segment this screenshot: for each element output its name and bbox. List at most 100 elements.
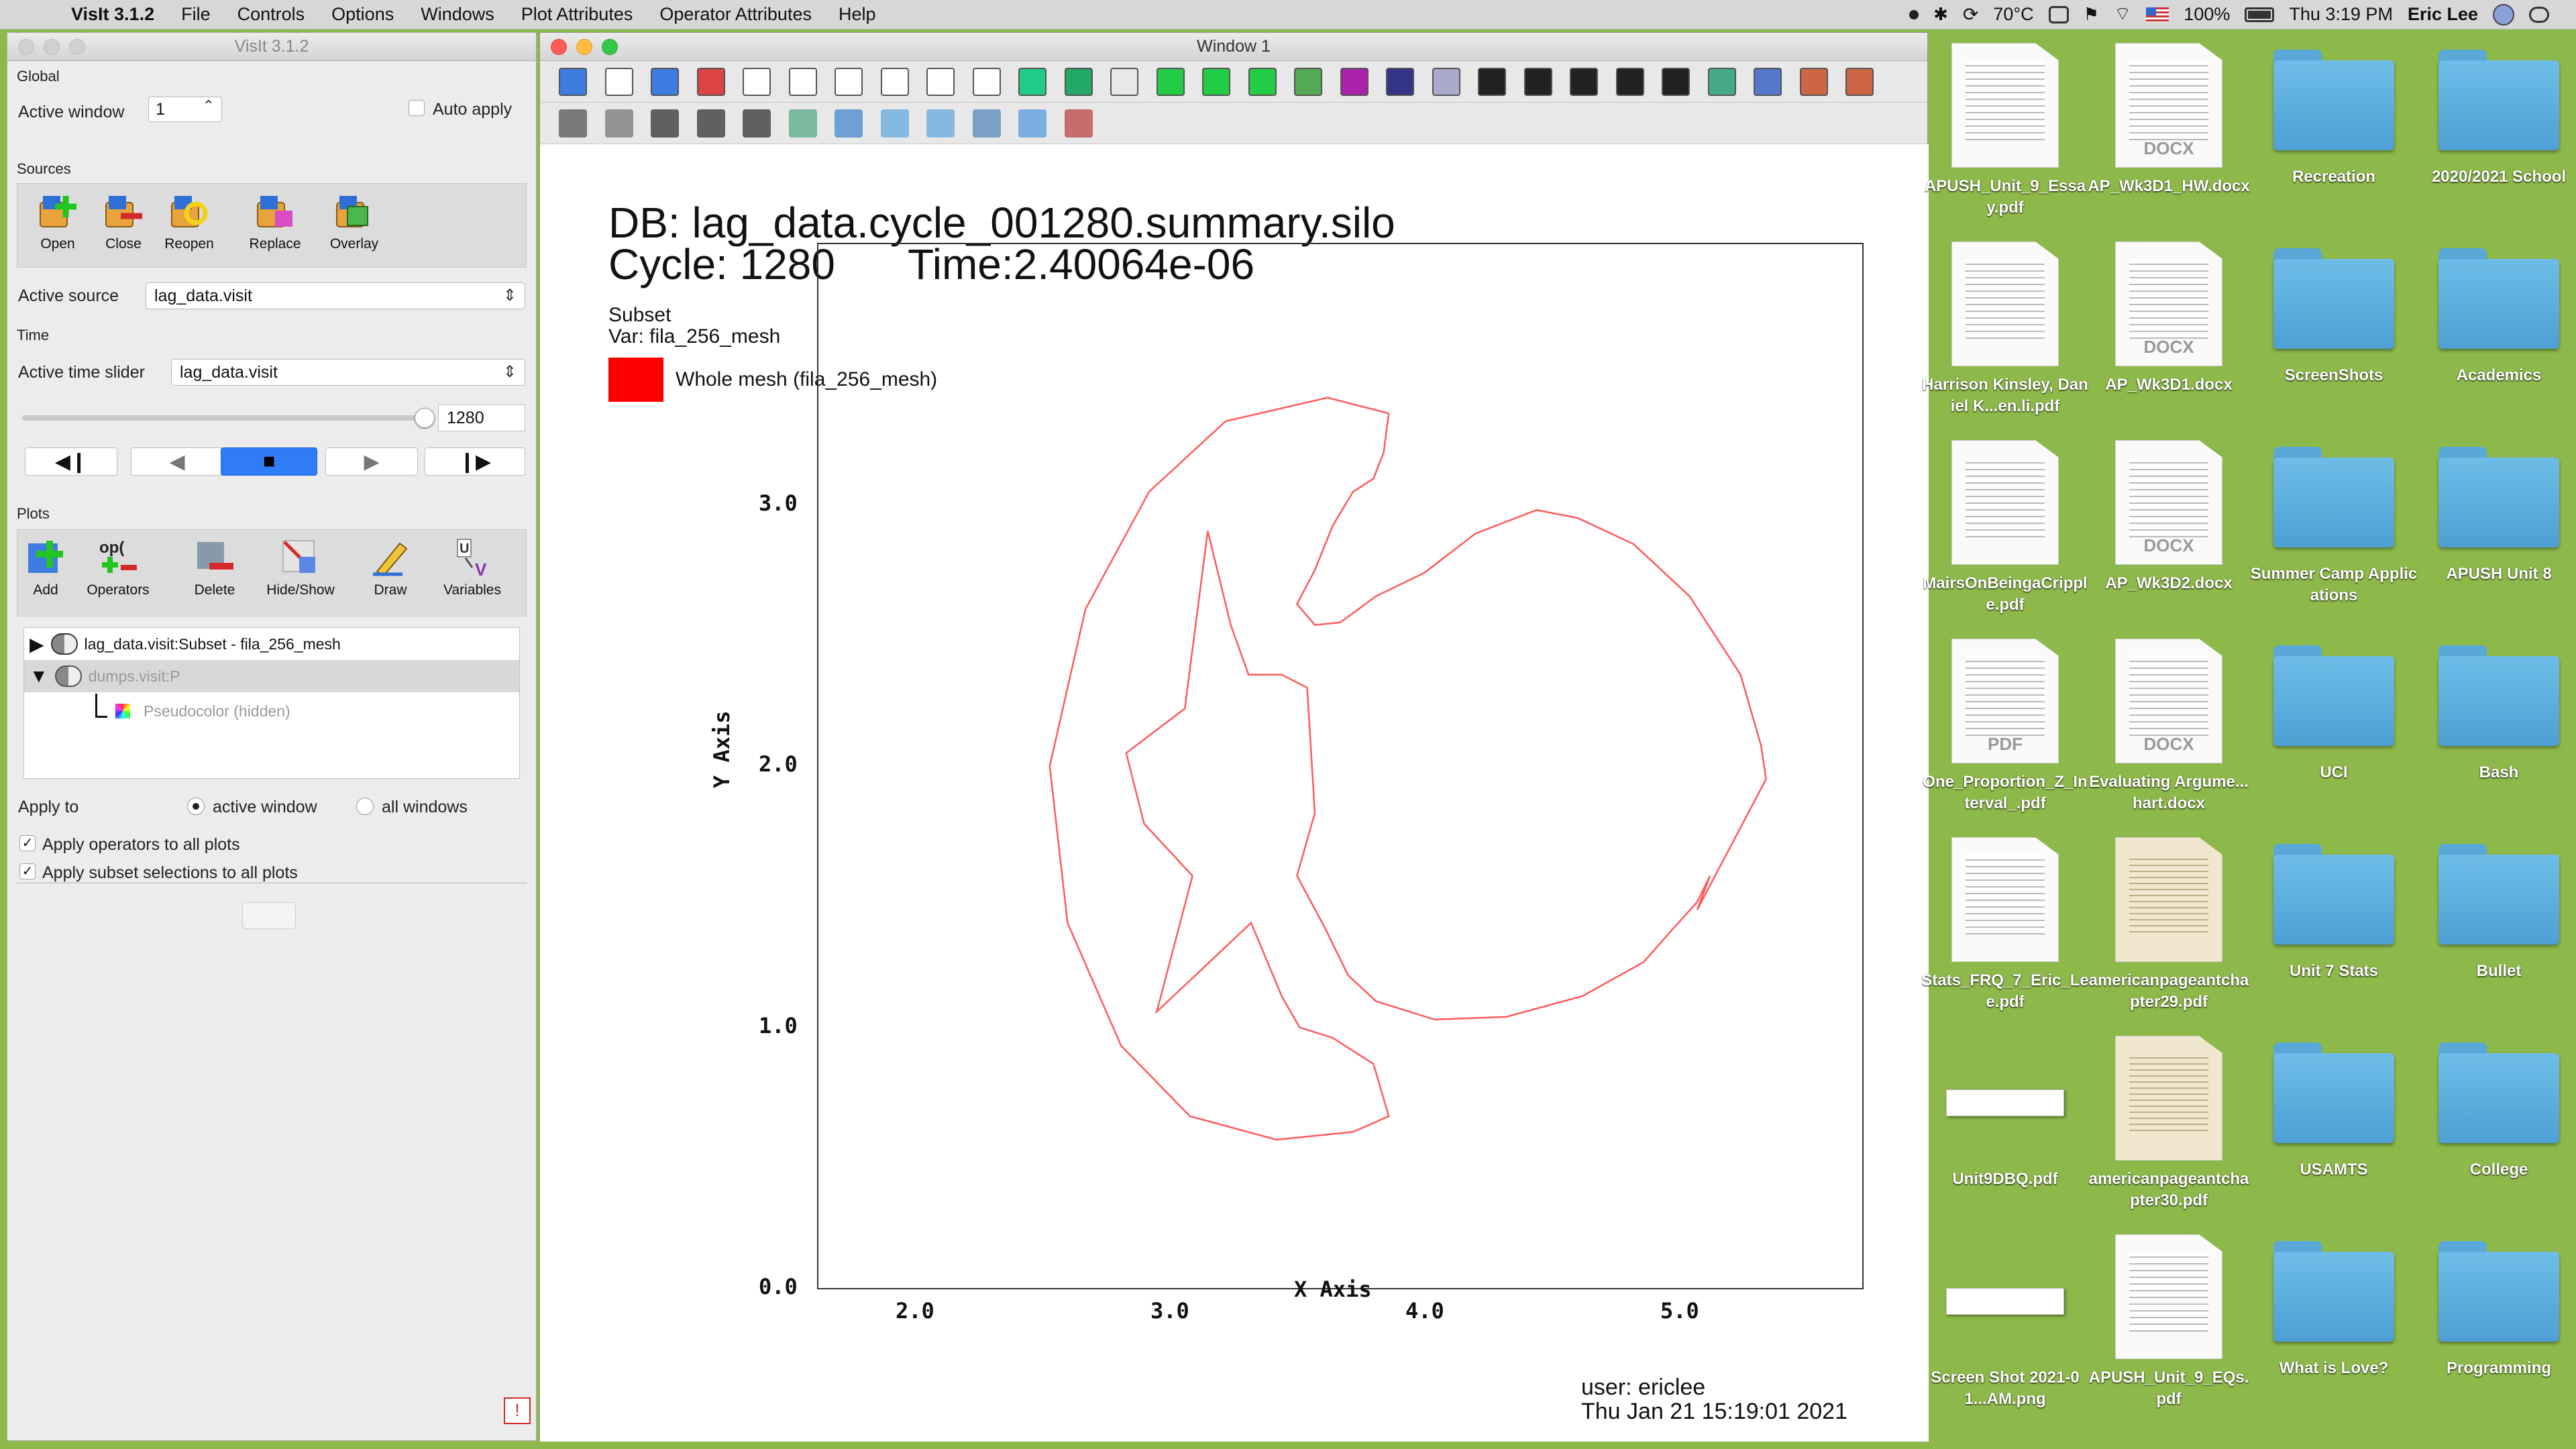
desktop-file[interactable]: APUSH_Unit_9_EQs.pdf: [2085, 1234, 2253, 1410]
plot-list-item-selected[interactable]: ▼ dumps.visit:P: [24, 660, 519, 692]
collapse-arrow-icon[interactable]: ▼: [30, 665, 48, 686]
viewer-toolbar-icon[interactable]: [1248, 68, 1277, 96]
desktop-folder[interactable]: Bullet: [2415, 837, 2576, 982]
menu-options[interactable]: Options: [331, 4, 394, 24]
viewer-toolbar-icon[interactable]: [1340, 68, 1368, 96]
desktop-file[interactable]: DOCX Evaluating Argume...hart.docx: [2085, 639, 2253, 814]
apply-operators-checkbox[interactable]: ✓: [19, 835, 36, 851]
active-window-spinner[interactable]: 1: [148, 97, 222, 122]
viewer-toolbar-icon[interactable]: [926, 68, 955, 96]
vcr-first-frame-button[interactable]: ◀❙: [25, 447, 117, 476]
menu-operator-attributes[interactable]: Operator Attributes: [659, 4, 812, 24]
visualization-canvas[interactable]: DB: lag_data.cycle_001280.summary.silo C…: [540, 144, 1929, 1442]
add-plot-button[interactable]: Add: [5, 537, 86, 598]
viewer-toolbar-icon[interactable]: [1662, 68, 1690, 96]
interaction-mode-icon[interactable]: [696, 109, 725, 138]
viewer-toolbar-icon[interactable]: [1845, 68, 1874, 96]
interaction-mode-icon[interactable]: [1064, 109, 1093, 138]
delete-plot-button[interactable]: Delete: [174, 537, 255, 598]
auto-apply-checkbox[interactable]: [409, 100, 425, 116]
minimize-window-button[interactable]: [576, 38, 592, 55]
menu-help[interactable]: Help: [838, 4, 876, 24]
menu-windows[interactable]: Windows: [421, 4, 494, 24]
viewer-toolbar-icon[interactable]: [1064, 68, 1093, 96]
viewer-toolbar-icon[interactable]: [1018, 68, 1046, 96]
battery-icon[interactable]: [2245, 7, 2275, 22]
viewer-toolbar-icon[interactable]: [1615, 68, 1644, 96]
menu-file[interactable]: File: [181, 4, 211, 24]
desktop-file[interactable]: DOCX AP_Wk3D1_HW.docx: [2085, 43, 2253, 197]
plot-list-subitem[interactable]: Pseudocolor (hidden): [24, 694, 519, 727]
desktop-file[interactable]: americanpageantchapter30.pdf: [2085, 1036, 2253, 1212]
desktop-file[interactable]: Unit9DBQ.pdf: [1921, 1036, 2089, 1190]
viewer-toolbar-icon[interactable]: [1707, 68, 1736, 96]
interaction-mode-icon[interactable]: [788, 109, 817, 138]
interaction-mode-icon[interactable]: [743, 109, 771, 138]
wifi-icon[interactable]: ⌔: [2113, 3, 2132, 24]
desktop-folder[interactable]: What is Love?: [2250, 1234, 2418, 1379]
viewer-toolbar-icon[interactable]: [696, 68, 725, 96]
vcr-play-button[interactable]: ▶: [325, 447, 418, 476]
splitter-handle[interactable]: [242, 902, 296, 929]
time-value-field[interactable]: 1280: [438, 405, 525, 431]
active-source-select[interactable]: lag_data.visit: [146, 282, 525, 309]
zoom-window-button[interactable]: [602, 38, 618, 55]
desktop-folder[interactable]: Programming: [2415, 1234, 2576, 1379]
viewer-toolbar-icon[interactable]: [1294, 68, 1322, 96]
viewer-toolbar-icon[interactable]: [1156, 68, 1185, 96]
vcr-last-frame-button[interactable]: ❙▶: [425, 447, 525, 476]
notifications-icon[interactable]: ⚑: [2083, 4, 2099, 24]
apply-all-windows-radio[interactable]: [356, 798, 374, 815]
sync-icon[interactable]: ⟳: [1962, 4, 1979, 25]
menu-controls[interactable]: Controls: [237, 4, 305, 24]
interaction-mode-icon[interactable]: [926, 109, 955, 138]
plot-list-item[interactable]: ▶ lag_data.visit:Subset - fila_256_mesh: [24, 628, 519, 660]
reopen-button[interactable]: Reopen: [149, 191, 229, 252]
plot-list[interactable]: ▶ lag_data.visit:Subset - fila_256_mesh …: [23, 627, 520, 779]
apply-active-window-radio[interactable]: [187, 798, 205, 815]
active-time-slider-select[interactable]: lag_data.visit: [171, 359, 525, 386]
desktop-file[interactable]: APUSH_Unit_9_Essay.pdf: [1921, 43, 2089, 219]
interaction-mode-icon[interactable]: [604, 109, 633, 138]
viewer-toolbar-icon[interactable]: [559, 68, 587, 96]
hide-show-button[interactable]: Hide/Show: [260, 537, 341, 598]
desktop-folder[interactable]: Academics: [2415, 241, 2576, 386]
desktop-folder[interactable]: Summer Camp Applications: [2250, 440, 2418, 606]
desktop-folder[interactable]: 2020/2021 School: [2415, 43, 2576, 188]
viewer-toolbar-icon[interactable]: [743, 68, 771, 96]
expand-arrow-icon[interactable]: ▶: [30, 633, 44, 655]
desktop-file[interactable]: Screen Shot 2021-01...AM.png: [1921, 1234, 2089, 1410]
desktop-folder[interactable]: ScreenShots: [2250, 241, 2418, 386]
desktop-file[interactable]: americanpageantchapter29.pdf: [2085, 837, 2253, 1013]
viewer-toolbar-icon[interactable]: [1478, 68, 1506, 96]
replace-button[interactable]: Replace: [235, 191, 315, 252]
zoom-window-button[interactable]: [69, 38, 85, 55]
user-name[interactable]: Eric Lee: [2407, 4, 2478, 24]
viewer-toolbar-icon[interactable]: [1523, 68, 1552, 96]
desktop-folder[interactable]: College: [2415, 1036, 2576, 1181]
clock[interactable]: Thu 3:19 PM: [2289, 4, 2393, 24]
plot-visibility-icon[interactable]: [50, 633, 78, 655]
viewer-toolbar-icon[interactable]: [1386, 68, 1414, 96]
menu-plot-attributes[interactable]: Plot Attributes: [521, 4, 633, 24]
viewer-toolbar-icon[interactable]: [880, 68, 909, 96]
plot-visibility-icon[interactable]: [54, 665, 82, 687]
desktop-file[interactable]: PDF One_Proportion_Z_Interval_.pdf: [1921, 639, 2089, 814]
vcr-reverse-play-button[interactable]: ◀: [131, 447, 223, 476]
viewer-toolbar-icon[interactable]: [1570, 68, 1598, 96]
desktop-folder[interactable]: UCI: [2250, 639, 2418, 784]
desktop-file[interactable]: MairsOnBeingaCripple.pdf: [1921, 440, 2089, 616]
user-avatar-icon[interactable]: [2493, 3, 2514, 25]
operators-button[interactable]: op( Operators: [78, 537, 158, 598]
interaction-mode-icon[interactable]: [835, 109, 863, 138]
control-center-icon[interactable]: [2529, 6, 2549, 23]
desktop-folder[interactable]: Unit 7 Stats: [2250, 837, 2418, 982]
close-window-button[interactable]: [551, 38, 567, 55]
vcr-stop-button[interactable]: ■: [221, 447, 317, 476]
input-flag-icon[interactable]: [2146, 7, 2169, 22]
viewer-toolbar-icon[interactable]: [604, 68, 633, 96]
app-menu[interactable]: VisIt 3.1.2: [71, 4, 155, 24]
display-icon[interactable]: [2048, 5, 2069, 23]
close-window-button[interactable]: [18, 38, 34, 55]
apply-subset-checkbox[interactable]: ✓: [19, 863, 36, 879]
